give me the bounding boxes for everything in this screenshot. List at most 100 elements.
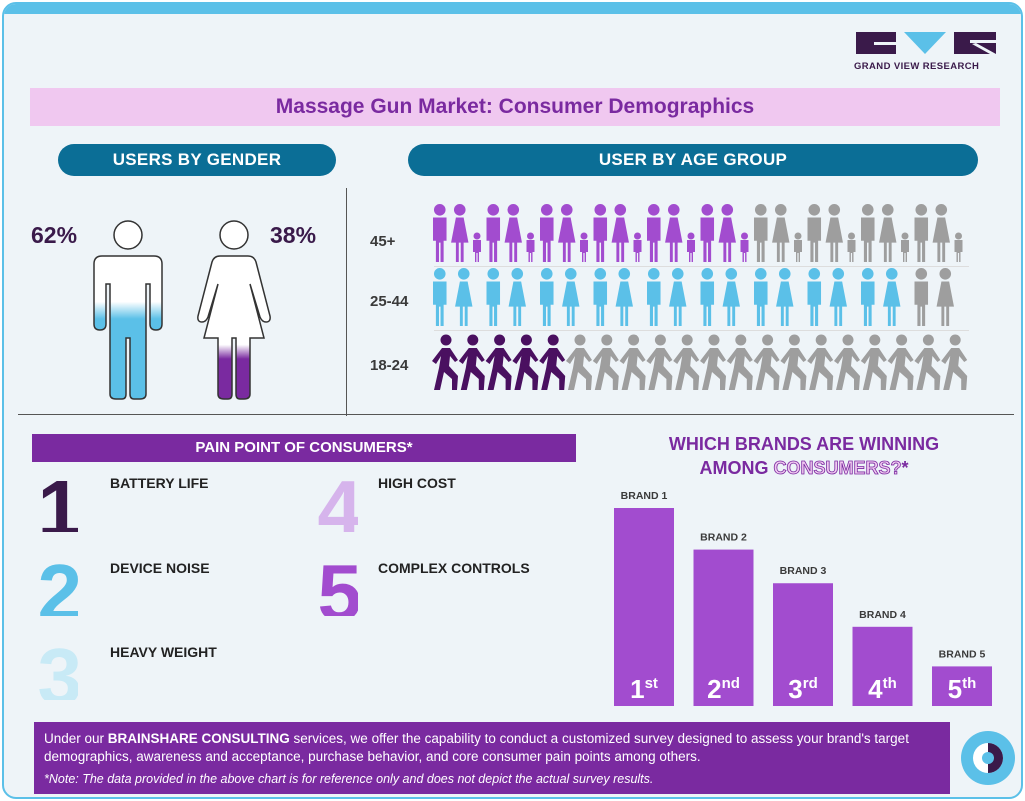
brand-label: BRAND 1: [621, 490, 668, 502]
family-icon: [486, 204, 535, 262]
brands-heading-among: AMONG: [699, 458, 774, 478]
brand-label: BRAND 3: [780, 565, 827, 577]
family-icon: [647, 204, 695, 262]
svg-text:2: 2: [38, 558, 79, 616]
walking-person-icon-inactive: [646, 334, 673, 390]
brand-bar: [693, 549, 754, 706]
age-row-divider: [434, 330, 969, 331]
walking-person-icon: [512, 334, 539, 390]
age-label-18-24: 18-24: [370, 357, 409, 374]
brands-heading-line1: WHICH BRANDS ARE WINNING: [668, 434, 940, 454]
age-label-45-plus: 45+: [370, 233, 396, 250]
walking-person-icon-inactive: [807, 334, 834, 390]
family-icon: [540, 204, 588, 262]
brand-label: BRAND 2: [700, 532, 747, 544]
disclaimer-note: *Note: The data provided in the above ch…: [44, 772, 654, 786]
family-icon-inactive: [861, 204, 909, 262]
couple-icon: [861, 268, 901, 326]
pain-label-battery-life: BATTERY LIFE: [110, 475, 209, 491]
walking-person-icon: [458, 334, 485, 390]
walking-person-icon-inactive: [834, 334, 860, 390]
brands-heading-consumers: CONSUMERS?: [773, 458, 902, 479]
brainshare-circle-icon: [961, 731, 1015, 785]
brand-rank: 3rd: [788, 674, 817, 704]
walking-person-icon-inactive: [941, 334, 968, 390]
age-heading: USER BY AGE GROUP: [408, 144, 978, 176]
svg-text:3: 3: [38, 642, 79, 700]
pain-number-5: 5: [312, 558, 359, 616]
family-icon: [593, 204, 642, 262]
pain-points-heading: PAIN POINT OF CONSUMERS*: [32, 434, 576, 462]
walking-person-icon-inactive: [592, 334, 619, 390]
number-four-icon: 4: [318, 474, 359, 532]
male-figure-icon: [93, 220, 163, 400]
walking-person-icon-inactive: [726, 334, 753, 390]
pain-label-heavy-weight: HEAVY WEIGHT: [110, 644, 217, 660]
svg-text:4: 4: [318, 474, 359, 532]
logo: GRAND VIEW RESEARCH: [854, 28, 999, 74]
brand-label: BRAND 5: [939, 648, 986, 660]
brand-label: BRAND 4: [859, 609, 906, 621]
consulting-brand: BRAINSHARE CONSULTING: [107, 731, 290, 746]
section-divider-horizontal: [18, 414, 1014, 415]
age-label-25-44: 25-44: [370, 293, 409, 310]
brand-rank: 2nd: [707, 674, 740, 704]
section-divider-vertical: [346, 188, 347, 416]
walking-person-icon-inactive: [753, 334, 780, 390]
couple-icon: [540, 268, 580, 326]
pain-number-1: 1: [32, 474, 79, 532]
female-percentage: 38%: [270, 222, 317, 248]
male-percentage: 62%: [31, 222, 78, 248]
walking-person-icon-inactive: [914, 334, 941, 390]
walking-person-icon-inactive: [566, 334, 592, 390]
svg-text:5: 5: [318, 558, 359, 616]
logo-text: GRAND VIEW RESEARCH: [854, 61, 980, 72]
grand-view-research-logo: [856, 32, 996, 54]
brand-rank: 1st: [630, 674, 658, 704]
number-one-icon: 1: [38, 474, 79, 532]
couple-icon-inactive: [914, 268, 954, 326]
family-icon: [433, 204, 481, 262]
brand-bar: [614, 508, 674, 706]
number-two-icon: 2: [38, 558, 79, 616]
walking-person-icon: [432, 334, 458, 390]
couple-icon: [486, 268, 526, 326]
couple-icon: [700, 268, 740, 326]
family-icon-inactive: [807, 204, 856, 262]
pain-number-3: 3: [32, 642, 79, 700]
consulting-text-b: services, we offer the capability to con…: [44, 731, 909, 764]
brand-rank: 4th: [868, 674, 897, 704]
pain-label-complex-controls: COMPLEX CONTROLS: [378, 560, 530, 576]
number-three-icon: 3: [38, 642, 79, 700]
consulting-info-box: Under our BRAINSHARE CONSULTING services…: [34, 722, 950, 794]
couple-icon: [647, 268, 687, 326]
page-title: Massage Gun Market: Consumer Demographic…: [30, 88, 1000, 126]
walking-person-icon: [485, 334, 512, 390]
couple-icon: [433, 268, 473, 326]
svg-text:1: 1: [38, 474, 79, 532]
female-figure-icon: [197, 220, 271, 400]
consulting-text: Under our BRAINSHARE CONSULTING services…: [44, 730, 940, 766]
walking-person-icon-inactive: [673, 334, 700, 390]
gender-heading: USERS BY GENDER: [58, 144, 336, 176]
couple-icon: [754, 268, 794, 326]
number-five-icon: 5: [318, 558, 359, 616]
top-accent-bar: [4, 4, 1021, 14]
brand-rank: 5th: [948, 674, 977, 704]
brand-bar: [773, 583, 833, 706]
pain-number-2: 2: [32, 558, 79, 616]
age-pictogram-chart: [432, 204, 968, 390]
walking-person-icon-inactive: [780, 334, 807, 390]
pain-number-4: 4: [312, 474, 359, 532]
family-icon-inactive: [914, 204, 963, 262]
brand-ranking-chart: BRAND 1 1st BRAND 2 2nd BRAND 3 3rd BRAND 4 4th…: [614, 490, 992, 706]
family-icon-inactive: [754, 204, 802, 262]
walking-person-icon-inactive: [887, 334, 914, 390]
couple-icon: [807, 268, 847, 326]
walking-person-icon-inactive: [700, 334, 726, 390]
brands-heading: WHICH BRANDS ARE WINNING AMONG CONSUMERS…: [614, 432, 994, 480]
walking-person-icon-inactive: [619, 334, 646, 390]
brands-heading-line2: AMONG CONSUMERS?*: [614, 456, 994, 480]
pain-label-high-cost: HIGH COST: [378, 475, 456, 491]
